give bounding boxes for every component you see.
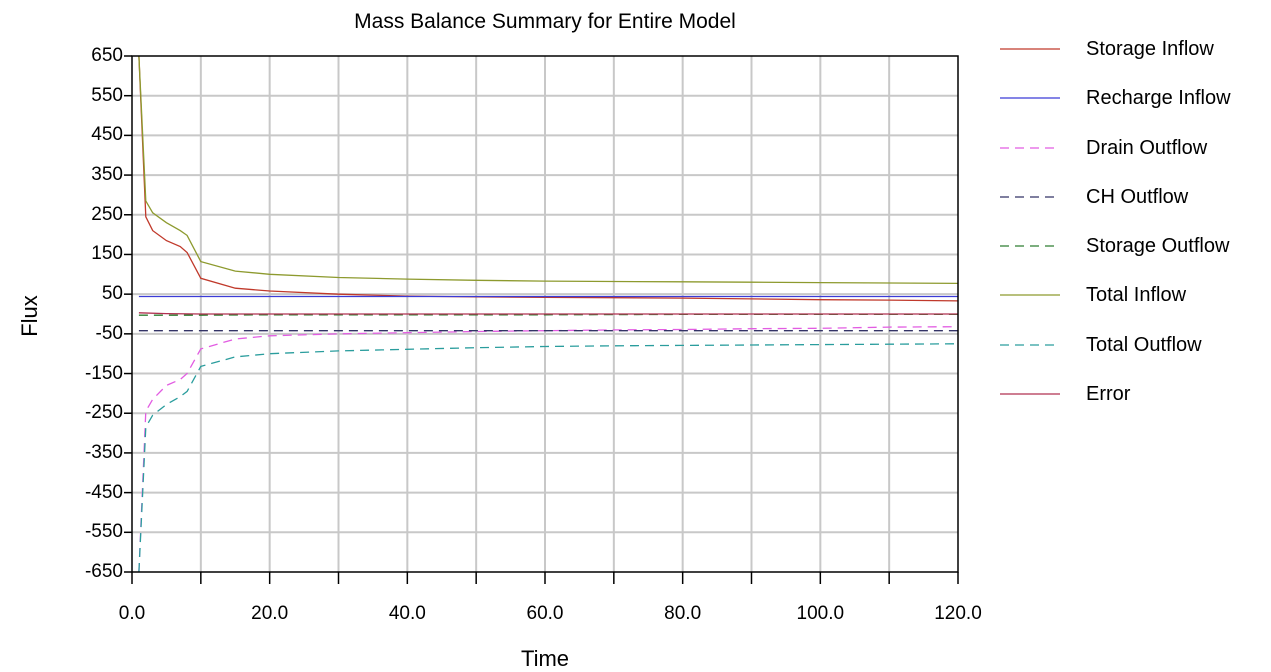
legend-label: Error xyxy=(1086,383,1131,406)
series-line-storage-inflow xyxy=(138,55,959,302)
y-tick-label: 50 xyxy=(101,283,123,305)
legend-swatch xyxy=(1000,196,1060,198)
legend-swatch xyxy=(1000,344,1060,346)
legend-label: Total Outflow xyxy=(1086,333,1202,356)
x-tick-label: 60.0 xyxy=(526,603,564,624)
legend-swatch xyxy=(1000,97,1060,99)
y-tick-label: -50 xyxy=(95,322,123,344)
y-tick-label: -250 xyxy=(84,402,123,424)
legend-label: Recharge Inflow xyxy=(1086,87,1231,110)
legend-swatch xyxy=(1000,245,1060,247)
legend-label: CH Outflow xyxy=(1086,185,1189,208)
y-tick-label: -350 xyxy=(84,441,123,463)
legend-swatch xyxy=(1000,146,1060,149)
x-axis-label: Time xyxy=(520,646,570,671)
y-tick-label: 150 xyxy=(91,243,123,265)
legend-label: Drain Outflow xyxy=(1086,136,1208,159)
x-tick-label: 40.0 xyxy=(388,603,426,624)
x-tick-label: 0.0 xyxy=(118,603,146,624)
x-tick-label: 20.0 xyxy=(251,603,289,624)
y-tick-label: -150 xyxy=(84,362,123,384)
y-tick-label: -450 xyxy=(84,481,123,503)
series-line-error xyxy=(138,312,958,315)
legend-swatch xyxy=(1000,393,1060,395)
legend-swatch xyxy=(1000,48,1060,50)
series-line-total-inflow xyxy=(138,55,959,285)
chart-title: Mass Balance Summary for Entire Model xyxy=(354,10,736,33)
series-line-drain-outflow xyxy=(138,326,959,573)
y-tick-label: -650 xyxy=(84,561,123,582)
legend-label: Total Inflow xyxy=(1086,284,1187,307)
legend-label: Storage Inflow xyxy=(1086,38,1214,60)
y-axis-label: Flux xyxy=(17,295,42,337)
y-tick-label: 550 xyxy=(91,84,123,106)
y-tick-label: -550 xyxy=(84,521,123,543)
axis-ticks xyxy=(124,55,959,584)
grid xyxy=(132,56,958,572)
x-tick-label: 100.0 xyxy=(796,603,845,624)
x-tick-label: 80.0 xyxy=(664,603,702,624)
y-tick-label: 650 xyxy=(91,45,123,66)
y-tick-label: 350 xyxy=(91,164,123,186)
legend-label: Storage Outflow xyxy=(1086,235,1230,258)
y-tick-label: 250 xyxy=(91,203,123,225)
series-line-storage-outflow xyxy=(138,313,958,316)
series-line-total-outflow xyxy=(138,343,959,573)
y-tick-label: 450 xyxy=(91,124,123,146)
series-lines xyxy=(138,55,959,573)
x-tick-label: 120.0 xyxy=(934,603,982,624)
legend-swatch xyxy=(1000,294,1060,297)
